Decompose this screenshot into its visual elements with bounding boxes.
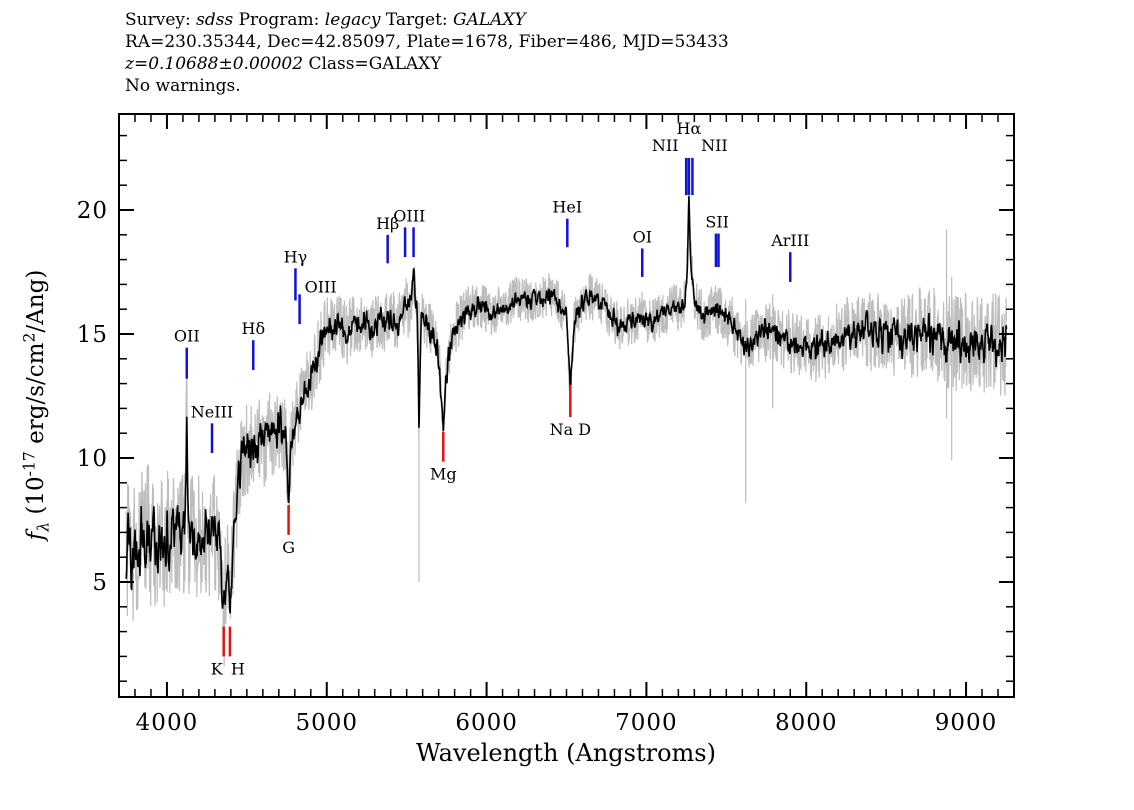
y-axis-title: fλ (10-17 erg/s/cm2/Ang): [19, 269, 53, 541]
marker-label-ArIII: ArIII: [770, 231, 809, 250]
x-axis-title: Wavelength (Angstroms): [416, 739, 716, 767]
spectrum-header: Survey: sdss Program: legacy Target: GAL…: [125, 9, 729, 97]
marker-label-Mg: Mg: [430, 465, 457, 484]
marker-label-Hα: Hα: [677, 119, 702, 138]
marker-label-OI: OI: [633, 227, 652, 246]
header-line-coords: RA=230.35344, Dec=42.85097, Plate=1678, …: [125, 32, 729, 52]
marker-label-G: G: [282, 538, 295, 557]
x-tick-label: 5000: [295, 710, 358, 736]
header-line-survey: Survey: sdss Program: legacy Target: GAL…: [125, 10, 526, 30]
marker-label-Hβ: Hβ: [376, 214, 399, 233]
x-tick-label: 8000: [775, 710, 838, 736]
marker-label-NeIII: NeIII: [191, 402, 233, 421]
x-tick-label: 6000: [455, 710, 518, 736]
y-tick-label: 10: [77, 446, 108, 472]
marker-label-K: K: [211, 659, 224, 678]
plot-frame: [118, 113, 1015, 698]
marker-label-H: H: [231, 659, 245, 678]
marker-label-Hδ: Hδ: [242, 319, 266, 338]
header-line-redshift: z=0.10688±0.00002 Class=GALAXY: [125, 54, 442, 74]
marker-label-HeI: HeI: [552, 198, 582, 217]
y-tick-label: 5: [92, 570, 108, 596]
marker-label-OII: OII: [174, 327, 200, 346]
marker-label-Na D: Na D: [550, 420, 591, 439]
marker-label-Hγ: Hγ: [284, 247, 308, 266]
marker-label-SII: SII: [705, 213, 729, 232]
marker-label-OIII: OIII: [393, 206, 425, 225]
x-tick-label: 9000: [935, 710, 998, 736]
marker-label-NII: NII: [701, 136, 728, 155]
x-tick-label: 7000: [615, 710, 678, 736]
y-tick-label: 15: [77, 322, 108, 348]
marker-label-NII: NII: [652, 136, 679, 155]
header-line-warnings: No warnings.: [125, 76, 241, 96]
y-tick-label: 20: [77, 198, 108, 224]
marker-label-OIII: OIII: [305, 277, 337, 296]
spectrum-line: [125, 195, 1008, 614]
x-tick-label: 4000: [136, 710, 199, 736]
